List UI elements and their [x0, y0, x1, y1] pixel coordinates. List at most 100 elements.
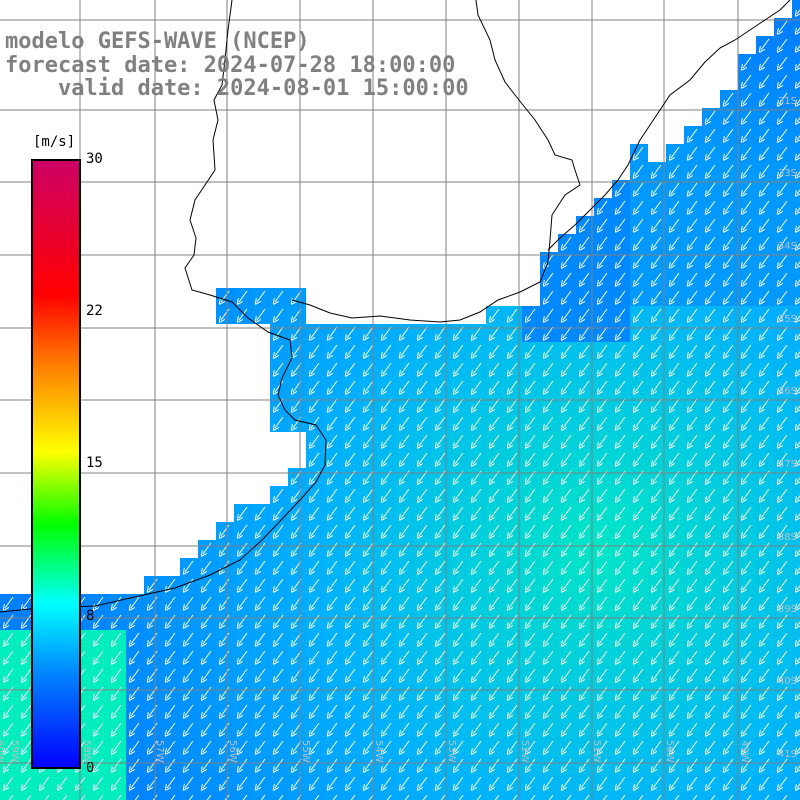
wind-cell: [108, 792, 126, 800]
wind-cell: [342, 792, 360, 800]
wind-cell: [414, 792, 432, 800]
wind-cell: [162, 792, 180, 800]
wind-cell: [702, 792, 720, 800]
wind-cell: [792, 612, 800, 630]
wind-cell: [378, 792, 396, 800]
model-title: modelo GEFS-WAVE (NCEP): [5, 29, 310, 54]
wind-cell: [54, 792, 72, 800]
wind-cell: [126, 792, 144, 800]
coastline-laplata-north: [291, 0, 581, 323]
wind-cell: [792, 252, 800, 270]
wind-arrow: [779, 38, 788, 50]
wind-arrow: [743, 74, 752, 86]
wind-cell: [234, 792, 252, 800]
wind-cell: [648, 792, 666, 800]
wind-arrow: [797, 81, 800, 86]
wind-cell: [216, 792, 234, 800]
wind-cell: [666, 792, 684, 800]
wind-cell: [504, 792, 522, 800]
wind-arrow: [797, 45, 800, 50]
wind-arrow: [761, 74, 770, 86]
lat-label: 35S: [777, 314, 797, 325]
wind-cell: [144, 792, 162, 800]
colorbar-tick-8: 8: [86, 608, 95, 624]
colorbar-unit: [m/s]: [33, 134, 76, 150]
wind-cell: [450, 792, 468, 800]
lat-label: 38S: [777, 532, 797, 543]
lon-label: 55W: [300, 740, 311, 763]
wind-arrow: [779, 92, 788, 104]
wind-cell: [198, 792, 216, 800]
wind-cell: [792, 774, 800, 792]
wind-cell: [72, 792, 90, 800]
valid-date: valid date: 2024-08-01 15:00:00: [5, 76, 469, 101]
lon-label: 56W: [227, 740, 238, 763]
wind-arrow: [743, 56, 752, 68]
wind-cell: [792, 540, 800, 558]
wind-cell: [792, 306, 800, 324]
wind-cell: [792, 126, 800, 144]
wind-arrow: [761, 56, 770, 68]
colorbar: [31, 159, 81, 769]
wind-cell: [792, 432, 800, 450]
wind-arrow: [797, 27, 800, 32]
wind-cell: [36, 792, 54, 800]
wind-cell: [792, 738, 800, 756]
wind-cell: [324, 792, 342, 800]
wind-cell: [792, 468, 800, 486]
wind-cell: [720, 792, 738, 800]
wind-cell: [792, 288, 800, 306]
wind-cell: [612, 792, 630, 800]
wind-cell: [270, 792, 288, 800]
wind-cell: [738, 792, 756, 800]
lat-label: 36S: [777, 386, 797, 397]
wind-cell: [792, 0, 800, 18]
forecast-date: forecast date: 2024-07-28 18:00:00: [5, 53, 456, 78]
lon-label: 59W: [9, 740, 20, 763]
wind-cell: [630, 792, 648, 800]
wind-cell: [792, 216, 800, 234]
wind-arrow: [743, 92, 752, 104]
wind-cell: [792, 576, 800, 594]
wind-cell: [792, 108, 800, 126]
wind-cell: [792, 144, 800, 162]
wind-cell: [576, 792, 594, 800]
wind-cell: [684, 792, 702, 800]
lon-label: 51W: [591, 740, 602, 763]
wind-cell: [792, 270, 800, 288]
lat-label: 39S: [777, 604, 797, 615]
lon-label: 50W: [664, 740, 675, 763]
wind-cell: [792, 666, 800, 684]
wind-arrow: [761, 92, 770, 104]
wind-cell: [792, 234, 800, 252]
wind-cell: [792, 54, 800, 72]
wind-cell: [792, 630, 800, 648]
wind-cell: [306, 792, 324, 800]
wind-cell: [792, 504, 800, 522]
wind-cell: [540, 792, 558, 800]
wind-cell: [522, 792, 540, 800]
lat-label: 34S: [777, 241, 797, 252]
wind-cell: [792, 324, 800, 342]
lon-label: 53W: [446, 740, 457, 763]
wind-cell: [792, 198, 800, 216]
wind-arrow: [779, 74, 788, 86]
colorbar-tick-15: 15: [86, 455, 103, 471]
wind-cell: [558, 792, 576, 800]
wind-cell: [792, 648, 800, 666]
wind-cell: [792, 756, 800, 774]
wind-arrow: [797, 63, 800, 68]
wind-cell: [0, 792, 18, 800]
wind-cell: [792, 378, 800, 396]
wind-cell: [792, 414, 800, 432]
wind-cell: [774, 792, 792, 800]
wind-cell: [18, 792, 36, 800]
wind-cell: [792, 36, 800, 54]
wind-cell: [468, 792, 486, 800]
wind-cell: [396, 792, 414, 800]
wind-cell: [792, 792, 800, 800]
lat-label: 40S: [777, 676, 797, 687]
wind-cell: [432, 792, 450, 800]
wind-cell: [486, 792, 504, 800]
